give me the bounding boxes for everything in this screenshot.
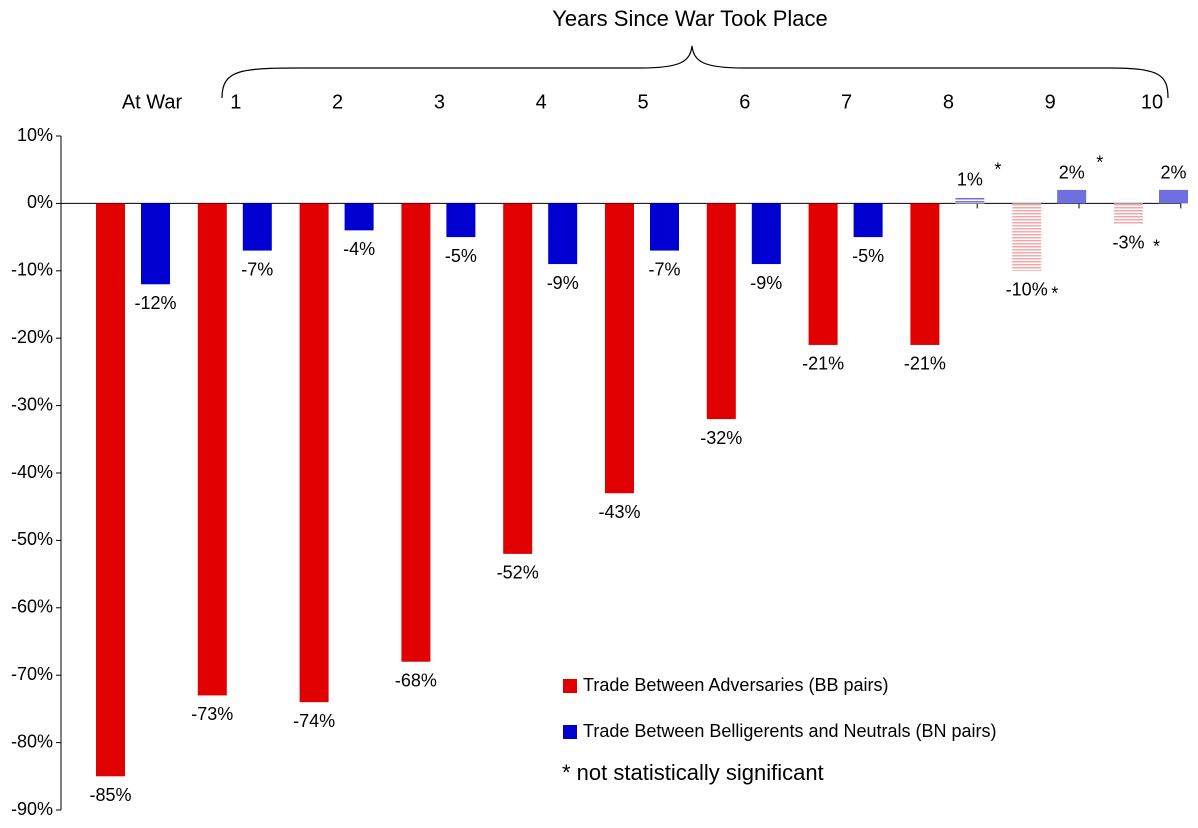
y-tick-label: -60% (11, 597, 53, 617)
value-label: -9% (547, 273, 579, 293)
x-tick-label: 7 (841, 91, 852, 113)
y-tick-label: -50% (11, 529, 53, 549)
y-tick-label: -70% (11, 664, 53, 684)
x-tick-label: 6 (739, 91, 750, 113)
x-tick-label: 3 (434, 91, 445, 113)
value-label: -68% (395, 670, 437, 690)
value-label: -7% (648, 259, 680, 279)
bar (707, 203, 736, 419)
value-label: -5% (852, 246, 884, 266)
x-tick-label: 8 (943, 91, 954, 113)
bar (605, 203, 634, 493)
value-label: -32% (700, 428, 742, 448)
bar (955, 197, 984, 204)
bar (141, 203, 170, 284)
value-label: -5% (445, 246, 477, 266)
bar (96, 203, 125, 776)
legend-label: Trade Between Belligerents and Neutrals … (583, 721, 997, 741)
y-tick-label: -20% (11, 327, 53, 347)
note: * not statistically significant (562, 760, 824, 785)
bar (300, 203, 329, 702)
value-label: -21% (802, 354, 844, 374)
bar (1159, 190, 1188, 203)
x-tick-label: 5 (637, 91, 648, 113)
legend-swatch (563, 679, 577, 693)
x-tick-label: 9 (1045, 91, 1056, 113)
y-tick-label: -90% (11, 799, 53, 819)
bar (198, 203, 227, 695)
value-label: -43% (598, 502, 640, 522)
bar (548, 203, 577, 264)
bar (243, 203, 272, 250)
value-label: -4% (343, 239, 375, 259)
value-label: -3% (1112, 232, 1144, 252)
value-label: -52% (497, 563, 539, 583)
value-label: -21% (904, 354, 946, 374)
value-label: -74% (293, 711, 335, 731)
y-tick-label: 10% (17, 125, 53, 145)
bar (446, 203, 475, 237)
value-label: -7% (241, 259, 273, 279)
bar (401, 203, 430, 661)
x-tick-label: 4 (536, 91, 547, 113)
chart-title: Years Since War Took Place (552, 6, 828, 31)
bar (752, 203, 781, 264)
value-label: -73% (191, 704, 233, 724)
bar (503, 203, 532, 553)
y-tick-label: -40% (11, 462, 53, 482)
y-tick-label: -10% (11, 260, 53, 280)
value-label: 2% (1059, 163, 1085, 183)
brace (222, 46, 1168, 98)
value-label: -9% (750, 273, 782, 293)
bar (1057, 190, 1086, 203)
value-label: 1% (957, 169, 983, 189)
bar (1012, 203, 1041, 270)
x-tick-label: 1 (230, 91, 241, 113)
y-tick-label: -30% (11, 394, 53, 414)
bar (345, 203, 374, 230)
bar (809, 203, 838, 345)
y-tick-label: -80% (11, 731, 53, 751)
y-tick-label: 0% (27, 192, 53, 212)
significance-mark: * (1153, 236, 1160, 256)
bar (910, 203, 939, 345)
value-label: -12% (134, 293, 176, 313)
x-tick-label: 10 (1141, 91, 1163, 113)
legend-swatch (563, 725, 577, 739)
x-tick-label: At War (122, 91, 183, 113)
legend-label: Trade Between Adversaries (BB pairs) (583, 675, 888, 695)
significance-mark: * (994, 159, 1001, 179)
significance-mark: * (1051, 284, 1058, 304)
x-tick-label: 2 (332, 91, 343, 113)
bar (854, 203, 883, 237)
value-label: -10% (1006, 280, 1048, 300)
significance-mark: * (1096, 153, 1103, 173)
value-label: -85% (89, 785, 131, 805)
bar (650, 203, 679, 250)
value-label: 2% (1160, 163, 1186, 183)
bar (1114, 203, 1143, 223)
